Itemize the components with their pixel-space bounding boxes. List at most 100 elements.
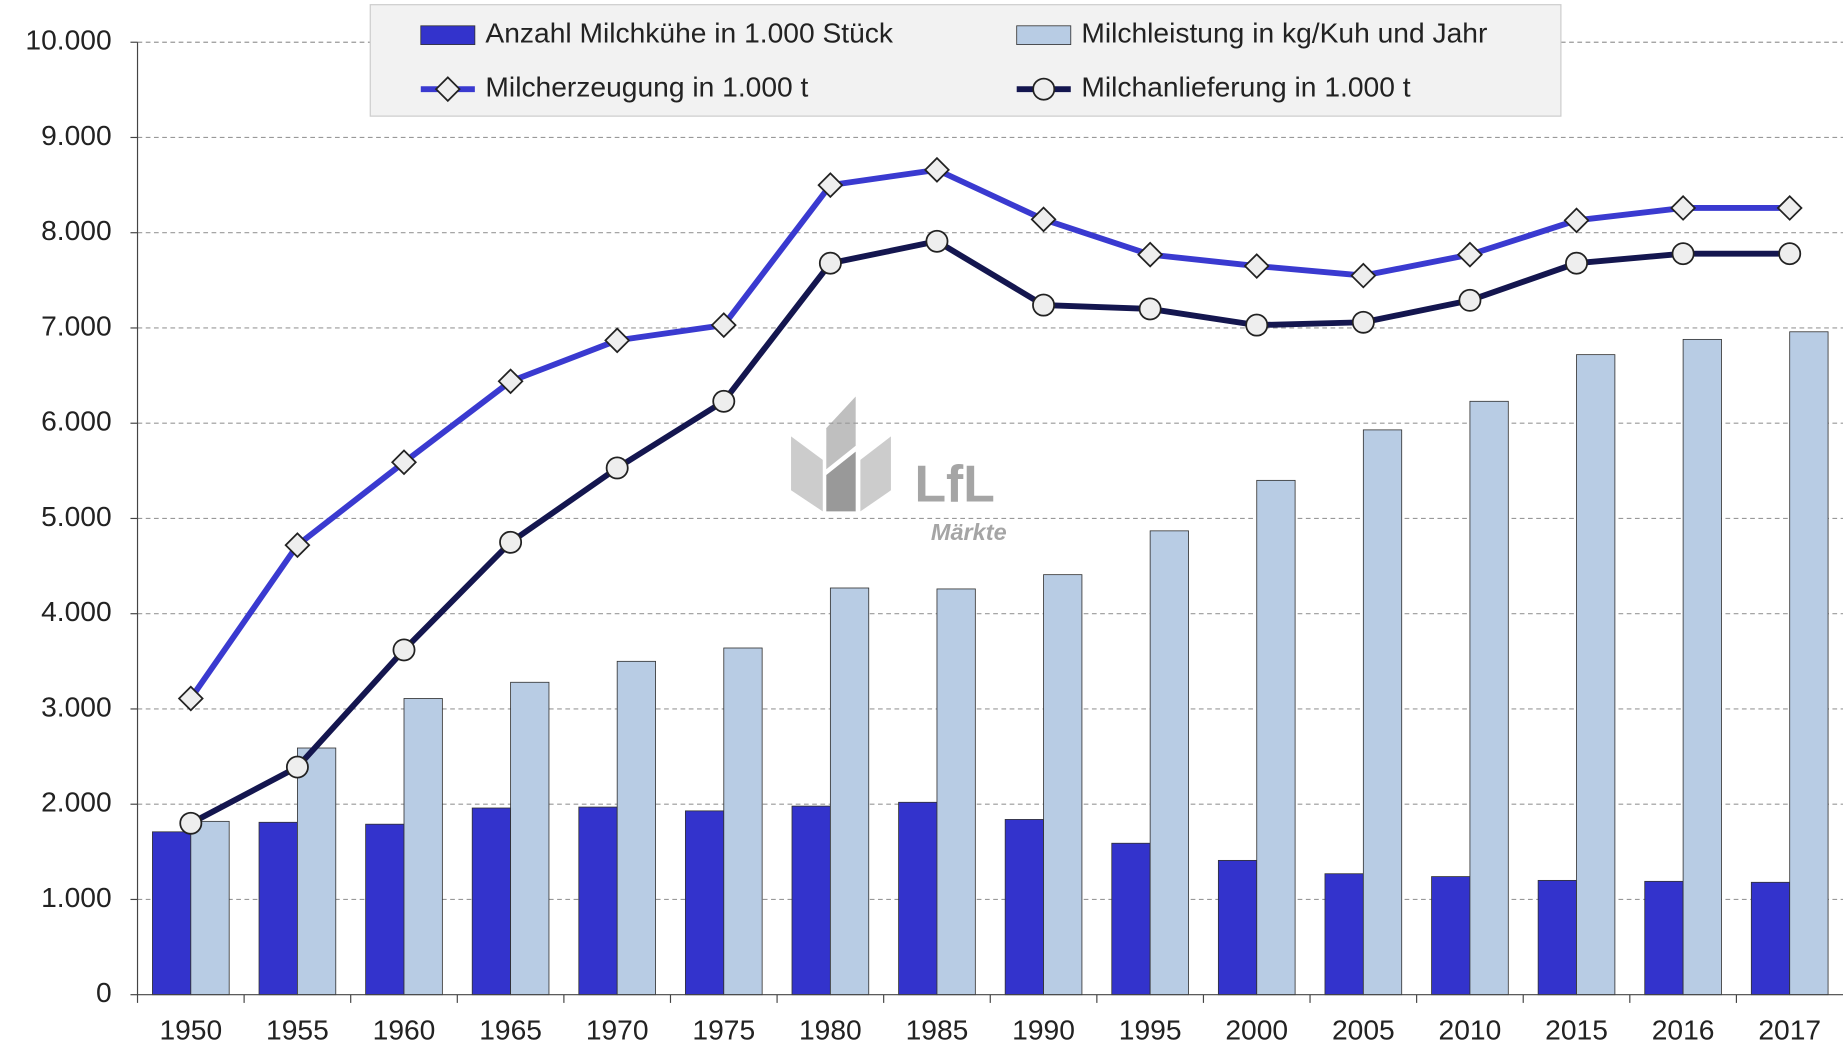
marker (177, 685, 204, 712)
marker (712, 389, 736, 413)
legend-swatch (1016, 25, 1072, 45)
x-tick-label: 1985 (906, 1014, 969, 1046)
marker (1032, 77, 1056, 101)
bar (365, 823, 405, 996)
marker (284, 532, 311, 559)
marker (1776, 194, 1803, 221)
marker (1458, 288, 1482, 312)
bar (1576, 354, 1616, 996)
legend-label: Milchanlieferung in 1.000 t (1081, 71, 1410, 103)
x-tick-label: 1955 (266, 1014, 329, 1046)
bar (1324, 873, 1364, 996)
marker (1565, 251, 1588, 275)
bar (1469, 400, 1509, 996)
marker (285, 755, 309, 779)
bar (258, 821, 298, 996)
line (189, 238, 1790, 826)
bar (1111, 842, 1151, 996)
x-tick-label: 2005 (1332, 1014, 1395, 1046)
y-tick-label: 3.000 (41, 690, 112, 722)
marker (391, 449, 418, 476)
bar (510, 681, 550, 996)
legend: Anzahl Milchkühe in 1.000 Stück Milchleis… (369, 4, 1562, 117)
legend-label: Anzahl Milchkühe in 1.000 Stück (485, 17, 893, 49)
marker (1243, 253, 1270, 280)
x-tick-label: 2016 (1652, 1014, 1715, 1046)
marker (434, 76, 461, 103)
bar (1256, 479, 1296, 996)
legend-label: Milchleistung in kg/Kuh und Jahr (1081, 17, 1487, 49)
logo: LfL Märkte (791, 396, 1007, 545)
x-tick-label: 1965 (479, 1014, 542, 1046)
bar (1789, 331, 1829, 996)
bar (578, 806, 618, 996)
y-tick-label: 0 (96, 976, 112, 1008)
x-tick-label: 1980 (799, 1014, 862, 1046)
bar (1537, 879, 1577, 996)
bar (898, 801, 938, 996)
x-tick-label: 2017 (1758, 1014, 1821, 1046)
y-tick-label: 6.000 (41, 405, 112, 437)
marker (1138, 297, 1162, 321)
legend-label: Milcherzeugung in 1.000 t (485, 71, 808, 103)
marker (1670, 194, 1697, 221)
marker (1563, 207, 1590, 234)
bar (936, 588, 976, 996)
x-tick-label: 1970 (586, 1014, 649, 1046)
bar (684, 810, 725, 996)
bar (723, 647, 763, 996)
logo-name: LfL (914, 455, 994, 513)
bar (1149, 530, 1189, 996)
y-tick-label: 7.000 (41, 309, 112, 341)
marker (923, 156, 950, 183)
bar (616, 660, 656, 996)
x-tick-label: 2000 (1225, 1014, 1288, 1046)
marker (1137, 241, 1164, 268)
bar (1362, 429, 1403, 996)
bar (1644, 880, 1684, 996)
y-tick-label: 2.000 (41, 786, 112, 818)
marker (1671, 242, 1695, 266)
y-tick-label: 9.000 (41, 119, 112, 151)
marker (497, 368, 524, 395)
bar (829, 587, 870, 996)
bar (1217, 859, 1258, 996)
marker (710, 312, 737, 339)
x-tick-label: 1960 (373, 1014, 436, 1046)
bar (296, 747, 337, 996)
y-tick-label: 5.000 (41, 500, 112, 532)
x-tick-label: 1990 (1012, 1014, 1075, 1046)
x-tick-label: 1950 (159, 1014, 222, 1046)
marker (1456, 241, 1483, 268)
marker (1030, 206, 1057, 233)
x-tick-label: 1995 (1119, 1014, 1182, 1046)
bar (1682, 338, 1722, 996)
marker (392, 638, 416, 662)
x-tick-label: 1975 (692, 1014, 755, 1046)
line (188, 166, 1790, 701)
bar (471, 807, 512, 996)
marker (1778, 242, 1802, 266)
bar (1004, 819, 1044, 996)
bar (403, 698, 443, 996)
marker (604, 327, 631, 354)
marker (179, 811, 203, 835)
legend-box (369, 4, 1562, 117)
bar (152, 831, 192, 996)
marker (1350, 262, 1377, 289)
bar (791, 805, 831, 996)
logo-subtitle: Märkte (931, 519, 1007, 545)
y-tick-label: 8.000 (41, 214, 112, 246)
x-tick-label: 2010 (1439, 1014, 1502, 1046)
marker (499, 530, 523, 554)
marker (925, 229, 949, 253)
marker (1032, 293, 1056, 317)
legend-swatch (420, 25, 476, 45)
y-tick-label: 10.000 (25, 24, 111, 56)
marker (1245, 313, 1269, 337)
bar (1750, 881, 1791, 996)
bar (1431, 876, 1471, 996)
marker (818, 251, 842, 275)
